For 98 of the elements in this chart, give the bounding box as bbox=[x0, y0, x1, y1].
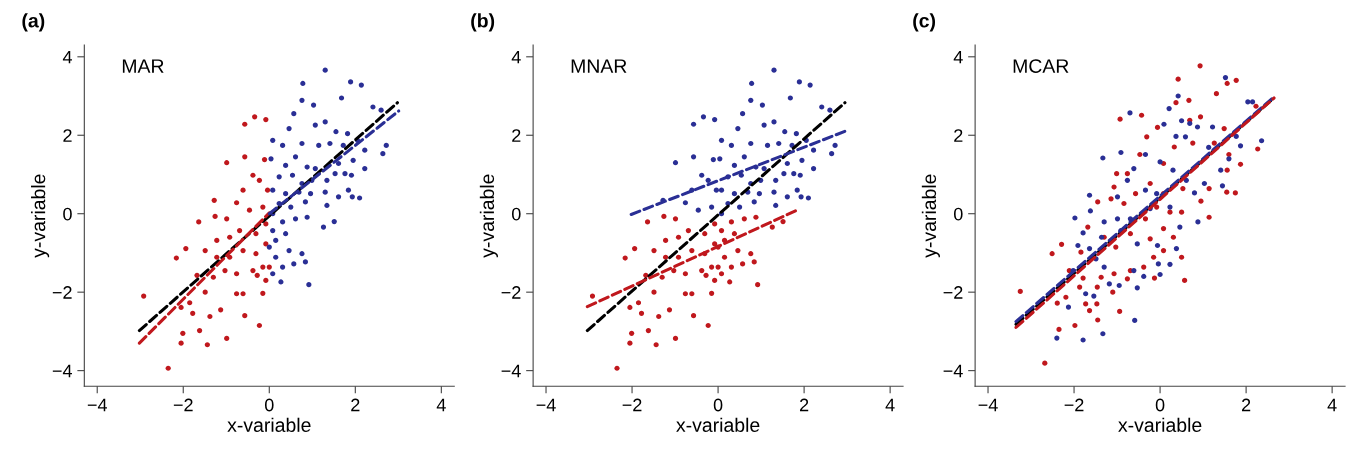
x-tick-label: −2 bbox=[622, 398, 642, 412]
annotation: MCAR bbox=[1013, 59, 1069, 73]
y-tick-label: −2 bbox=[943, 286, 963, 299]
y-tick-label: 0 bbox=[953, 207, 963, 221]
point bbox=[253, 231, 259, 237]
point bbox=[263, 116, 269, 123]
y-tick-label: 2 bbox=[512, 129, 521, 142]
y-tick-label: 2 bbox=[954, 129, 963, 142]
x-tick-label: 2 bbox=[1242, 398, 1251, 412]
point bbox=[227, 254, 233, 260]
x-tick-label: −2 bbox=[1064, 398, 1084, 412]
point bbox=[256, 177, 262, 183]
point bbox=[250, 172, 256, 178]
point bbox=[196, 219, 202, 225]
x-tick-label: 0 bbox=[713, 398, 723, 412]
x-tick-label: 0 bbox=[264, 398, 274, 412]
y-tick-label: −4 bbox=[501, 364, 521, 378]
point bbox=[224, 335, 230, 342]
point bbox=[263, 221, 269, 227]
point bbox=[250, 267, 256, 274]
point bbox=[178, 304, 184, 311]
point bbox=[254, 272, 260, 278]
annotation: MAR bbox=[122, 59, 164, 73]
x-tick-label: 4 bbox=[436, 398, 446, 412]
x-tick-label: −2 bbox=[173, 398, 193, 412]
y-tick-label: 2 bbox=[63, 129, 72, 142]
point bbox=[260, 264, 266, 270]
point bbox=[202, 289, 208, 295]
point bbox=[256, 322, 262, 329]
x-axis-title: x-variable bbox=[676, 417, 760, 433]
x-tick-label: −4 bbox=[536, 398, 556, 412]
y-tick-label: 4 bbox=[511, 50, 521, 64]
chart-title: (c) bbox=[913, 13, 936, 32]
x-tick-label: 4 bbox=[1327, 398, 1337, 412]
x-tick-label: −4 bbox=[87, 398, 107, 412]
point bbox=[210, 274, 216, 280]
point bbox=[240, 291, 246, 297]
point bbox=[233, 200, 240, 206]
x-tick-label: 2 bbox=[800, 398, 809, 412]
point bbox=[242, 154, 248, 160]
point bbox=[261, 156, 268, 163]
point bbox=[187, 300, 193, 306]
chart-title: (a) bbox=[22, 13, 45, 32]
point bbox=[246, 207, 253, 213]
point bbox=[173, 255, 179, 261]
x-tick-label: 2 bbox=[351, 398, 360, 412]
y-tick-label: −2 bbox=[52, 286, 72, 299]
point bbox=[253, 251, 259, 257]
point bbox=[214, 237, 220, 243]
y-tick-label: 4 bbox=[62, 50, 72, 64]
point bbox=[242, 313, 248, 319]
point bbox=[260, 204, 266, 210]
x-tick-label: 4 bbox=[885, 398, 895, 412]
point bbox=[190, 310, 196, 316]
point bbox=[233, 291, 240, 297]
point bbox=[180, 330, 186, 336]
point bbox=[237, 227, 243, 234]
point bbox=[214, 254, 220, 260]
point bbox=[202, 247, 208, 254]
annotation: MNAR bbox=[571, 59, 627, 73]
point bbox=[222, 267, 228, 274]
y-axis-title: y-variable bbox=[479, 174, 498, 258]
y-tick-label: −2 bbox=[501, 286, 521, 299]
y-axis-title: y-variable bbox=[31, 174, 50, 258]
point bbox=[183, 246, 189, 252]
point bbox=[212, 213, 218, 220]
point bbox=[194, 272, 200, 278]
point bbox=[266, 264, 272, 270]
point bbox=[227, 234, 233, 240]
point bbox=[207, 313, 213, 320]
point bbox=[233, 271, 240, 277]
point bbox=[211, 197, 217, 203]
point bbox=[204, 342, 210, 348]
chart-title: (b) bbox=[471, 13, 495, 32]
x-axis-title: x-variable bbox=[1118, 417, 1202, 433]
point bbox=[218, 307, 224, 313]
y-tick-label: 0 bbox=[63, 207, 72, 221]
point bbox=[197, 328, 203, 334]
point bbox=[240, 187, 246, 193]
y-tick-label: −4 bbox=[52, 364, 72, 378]
point bbox=[224, 160, 230, 166]
point bbox=[252, 114, 258, 120]
point bbox=[263, 277, 269, 283]
point bbox=[224, 216, 230, 222]
point bbox=[141, 293, 147, 299]
x-tick-label: −4 bbox=[978, 398, 998, 412]
x-axis-title: x-variable bbox=[227, 417, 311, 433]
point bbox=[178, 340, 184, 346]
point bbox=[260, 290, 266, 296]
point bbox=[165, 365, 171, 371]
point bbox=[240, 247, 246, 254]
y-tick-label: 0 bbox=[511, 207, 521, 221]
y-axis-title: y-variable bbox=[921, 174, 940, 258]
point bbox=[242, 121, 248, 127]
y-tick-label: −4 bbox=[943, 364, 963, 378]
x-tick-label: 0 bbox=[1155, 398, 1165, 412]
y-tick-label: 4 bbox=[953, 50, 963, 64]
point bbox=[264, 187, 271, 193]
